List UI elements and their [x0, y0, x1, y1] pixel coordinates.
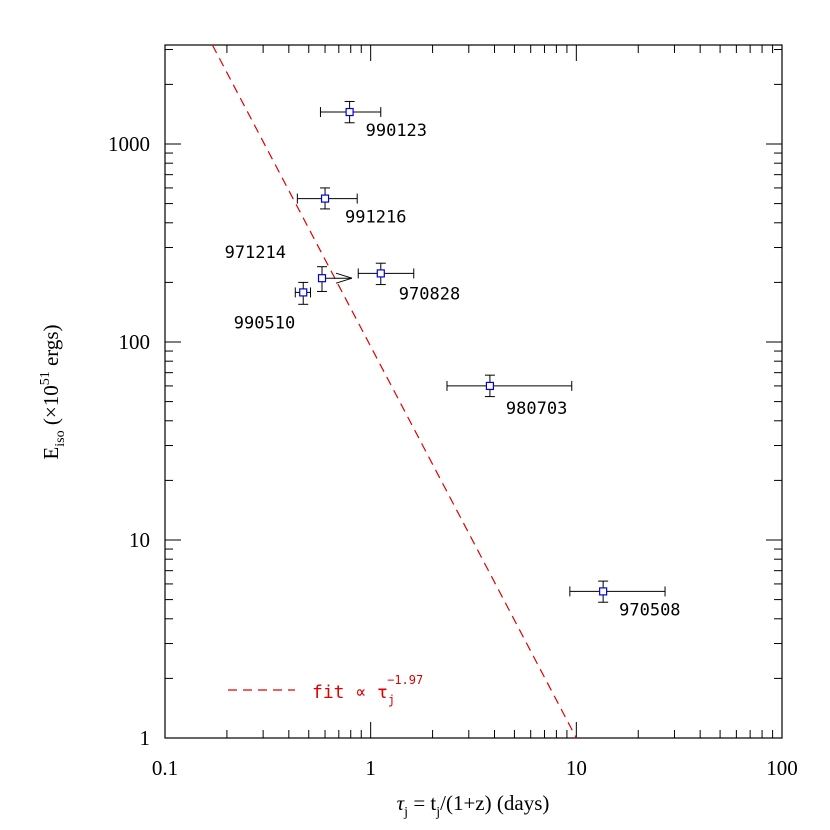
point-marker: [299, 288, 308, 297]
x-axis-title: τj = tj/(1+z) (days): [397, 791, 550, 820]
data-point-990123: 990123: [319, 100, 427, 141]
data-point-970508: 970508: [569, 580, 681, 620]
data-point-970828: 970828: [357, 262, 460, 304]
legend-label: fit ∝ τj−1.97: [312, 673, 423, 707]
x-tick-label: 10: [566, 756, 587, 780]
point-marker: [317, 274, 327, 283]
point-marker: [599, 587, 608, 596]
point-label: 971214: [225, 243, 286, 263]
y-tick-label: 1000: [108, 132, 150, 156]
fit-line-group: [211, 44, 577, 739]
point-marker: [485, 381, 495, 391]
y-tick-label: 1: [140, 726, 151, 750]
x-tick-label: 0.1: [152, 756, 178, 780]
data-point-991216: 991216: [296, 187, 406, 228]
y-tick-label: 10: [129, 528, 150, 552]
data-point-990510: 990510: [234, 281, 312, 333]
point-label: 990123: [366, 121, 427, 141]
point-label: 990510: [234, 313, 295, 333]
point-label: 991216: [345, 208, 406, 228]
y-tick-label: 100: [119, 330, 151, 354]
data-points: 990123 991216 971214 990510 970828 980703 9705…: [225, 100, 681, 620]
lower-limit-arrowhead: [335, 272, 353, 284]
point-marker: [345, 107, 354, 117]
point-marker: [320, 194, 330, 203]
x-tick-label: 100: [766, 756, 798, 780]
legend: fit ∝ τj−1.97: [228, 673, 423, 707]
point-label: 980703: [506, 399, 567, 419]
y-axis-title: Eiso (×1051 ergs): [38, 324, 68, 459]
fit-line: [211, 44, 577, 739]
data-point-971214: 971214: [225, 243, 353, 292]
point-marker: [376, 269, 385, 278]
point-label: 970508: [619, 600, 680, 620]
axis-ticks: [164, 45, 782, 739]
x-tick-label: 1: [365, 756, 376, 780]
point-label: 970828: [399, 284, 460, 304]
data-point-980703: 980703: [446, 374, 573, 419]
plot-frame: [164, 44, 783, 739]
